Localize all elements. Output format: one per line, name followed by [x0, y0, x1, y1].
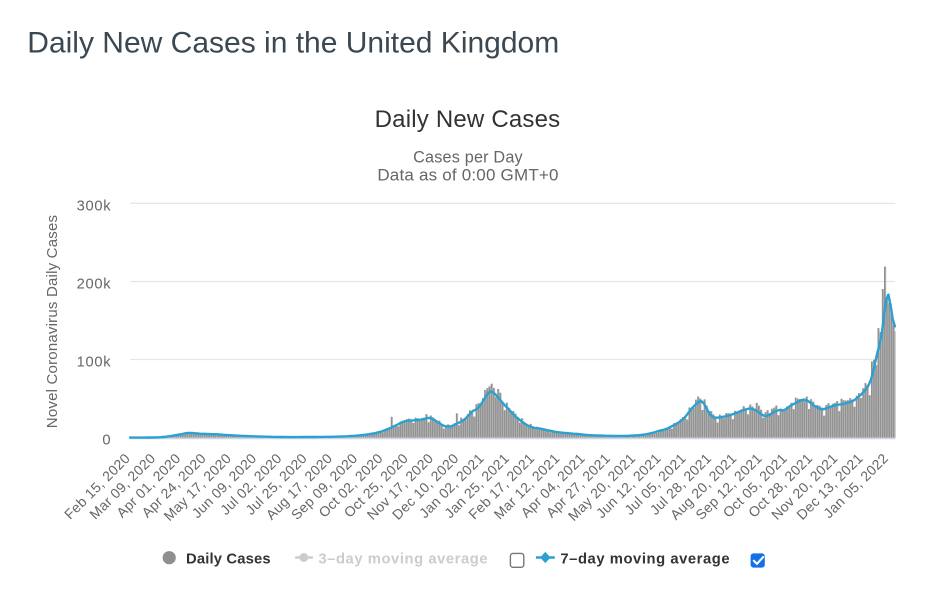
- svg-text:0: 0: [102, 433, 111, 449]
- svg-text:Daily New Cases: Daily New Cases: [375, 106, 561, 133]
- svg-text:300k: 300k: [77, 198, 112, 214]
- svg-text:3–day moving average: 3–day moving average: [318, 552, 488, 568]
- svg-text:7–day moving average: 7–day moving average: [560, 552, 730, 568]
- svg-text:Cases per Day: Cases per Day: [413, 148, 523, 166]
- svg-text:Daily New Cases in the United: Daily New Cases in the United Kingdom: [27, 27, 559, 60]
- svg-text:Novel Coronavirus Daily Cases: Novel Coronavirus Daily Cases: [44, 215, 61, 428]
- svg-text:Daily Cases: Daily Cases: [186, 552, 271, 568]
- svg-text:200k: 200k: [77, 277, 112, 293]
- svg-text:Data as of 0:00 GMT+0: Data as of 0:00 GMT+0: [377, 165, 558, 184]
- svg-text:100k: 100k: [77, 355, 112, 371]
